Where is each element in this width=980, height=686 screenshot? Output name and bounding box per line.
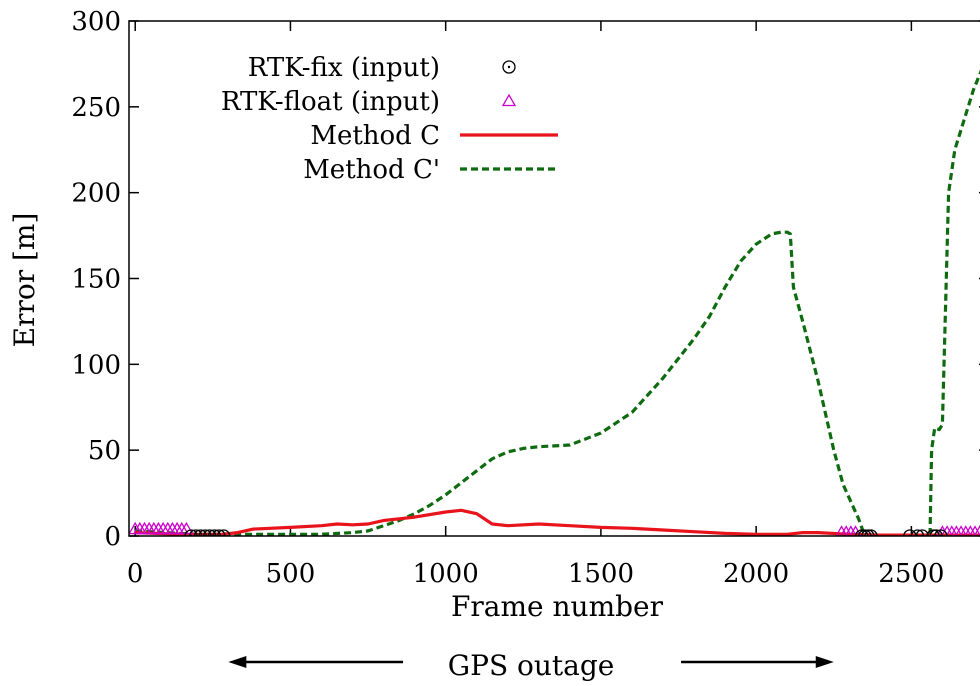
marker-ring [915, 529, 929, 536]
legend-swatch-rtk-float-input [501, 93, 517, 107]
series-method-c-line [135, 508, 980, 536]
x-axis-ticks: 0 500 1000 1500 2000 2500 [127, 21, 944, 589]
marker-ring [864, 529, 878, 536]
marker-ring [858, 529, 872, 536]
x-axis-label: Frame number [451, 590, 664, 623]
series-rtk-float-input-points [129, 521, 980, 536]
x-tick-label: 1500 [568, 559, 634, 589]
point-rtk-float-input [968, 525, 980, 536]
marker-ring [193, 529, 208, 536]
marker-ring [212, 529, 226, 536]
marker-ring [929, 529, 943, 536]
legend-label-rtk-fix-input: RTK-fix (input) [248, 53, 440, 83]
point-rtk-float-input [844, 525, 857, 536]
marker-ring [861, 529, 875, 536]
gps-outage-annotation: GPS outage [228, 649, 834, 682]
y-axis-label: Error [m] [8, 213, 41, 348]
y-tick-label: 200 [71, 179, 121, 209]
marker-ring [184, 529, 198, 536]
point-rtk-float-input [840, 525, 853, 536]
point-rtk-float-input [954, 525, 968, 536]
marker-ring [926, 529, 940, 536]
series-rtk-fix-input-points [184, 529, 948, 536]
y-tick-label: 100 [71, 350, 121, 380]
plot-frame [128, 20, 980, 537]
point-rtk-float-input [973, 525, 980, 536]
marker-ring [934, 529, 948, 536]
x-tick-label: 2000 [723, 559, 789, 589]
legend-swatch-rtk-fix-input [502, 60, 516, 74]
marker-ring [903, 529, 917, 536]
point-rtk-float-input [964, 525, 977, 536]
point-rtk-float-input [835, 525, 848, 536]
legend-label-method-c: Method C [310, 121, 440, 151]
y-tick-label: 150 [71, 265, 121, 295]
y-tick-label: 300 [71, 7, 121, 37]
x-tick-label: 0 [127, 559, 144, 589]
legend: RTK-fix (input) RTK-float (input) Method C… [221, 53, 558, 185]
marker-ring [217, 529, 231, 536]
marker-ring [502, 60, 516, 74]
point-rtk-float-input [940, 525, 954, 536]
marker-ring [189, 529, 203, 536]
legend-label-method-c: Method C' [303, 155, 440, 185]
marker-dot [507, 65, 511, 69]
y-tick-label: 0 [104, 522, 121, 552]
point-rtk-float-input [945, 525, 958, 536]
marker-ring [198, 529, 212, 536]
point-rtk-float-input [849, 525, 862, 536]
annotation-arrow-right-head [815, 656, 834, 668]
marker-ring [203, 529, 217, 536]
marker-ring [855, 529, 869, 536]
x-tick-label: 2500 [878, 559, 944, 589]
plot-area [129, 69, 980, 536]
y-tick-label: 50 [88, 436, 121, 466]
marker-ring [910, 529, 925, 536]
marker-ring [207, 529, 222, 536]
y-tick-label: 250 [71, 93, 121, 123]
point-rtk-float-input [959, 525, 972, 536]
annotation-label: GPS outage [448, 649, 615, 682]
legend-label-rtk-float-input: RTK-float (input) [221, 87, 440, 117]
point-rtk-float-input [950, 525, 963, 536]
annotation-arrow-left-head [228, 656, 247, 668]
series-group [129, 69, 980, 536]
x-tick-label: 1000 [413, 559, 479, 589]
x-tick-label: 500 [266, 559, 316, 589]
point-rtk-float-input [179, 521, 194, 535]
series-method-c-line [135, 69, 980, 536]
